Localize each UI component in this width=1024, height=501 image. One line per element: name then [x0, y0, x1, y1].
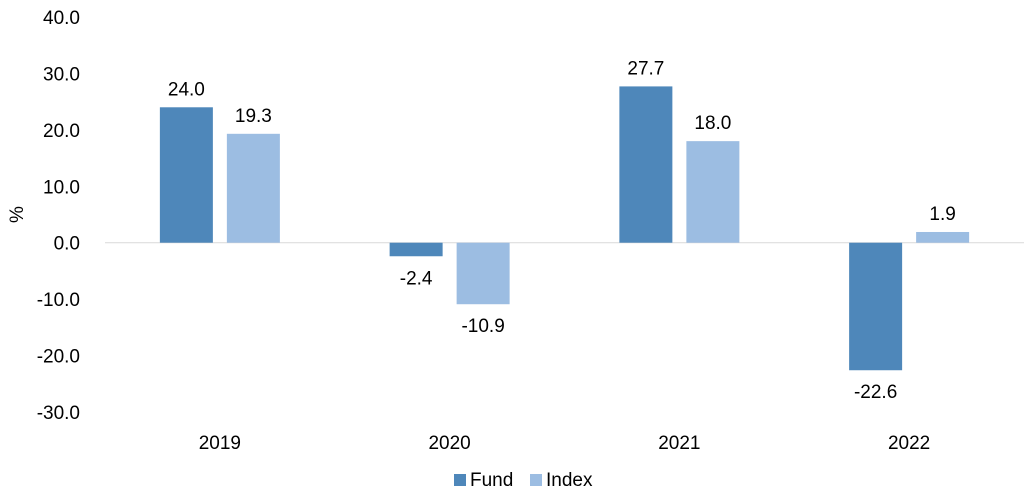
data-label-index-2021: 18.0 — [694, 113, 731, 134]
x-tick-label: 2022 — [888, 433, 930, 454]
bar-group — [159, 86, 970, 371]
data-label-fund-2021: 27.7 — [627, 58, 664, 79]
bar-index-2020 — [456, 242, 510, 305]
y-tick-label: 20.0 — [43, 121, 80, 142]
y-axis: 40.0 30.0 20.0 10.0 0.0 -10.0 -20.0 -30.0 — [37, 8, 80, 424]
data-labels: 24.0 19.3 -2.4 -10.9 27.7 18.0 -22.6 1.9 — [168, 58, 956, 403]
y-tick-label: 0.0 — [54, 234, 80, 255]
y-tick-label: 10.0 — [43, 177, 80, 198]
y-tick-label: 30.0 — [43, 64, 80, 85]
data-label-fund-2022: -22.6 — [854, 382, 897, 403]
legend-swatch-index — [530, 474, 542, 486]
legend-label-fund: Fund — [470, 470, 513, 491]
data-label-index-2019: 19.3 — [235, 106, 272, 127]
bar-fund-2022 — [849, 242, 903, 371]
legend-label-index: Index — [546, 470, 593, 491]
bar-index-2019 — [226, 133, 280, 243]
data-label-index-2022: 1.9 — [929, 204, 955, 225]
bar-fund-2021 — [619, 86, 673, 243]
y-tick-label: -10.0 — [37, 290, 80, 311]
x-tick-label: 2020 — [428, 433, 470, 454]
bar-fund-2019 — [159, 107, 213, 243]
legend: Fund Index — [454, 470, 593, 491]
y-axis-label: % — [7, 206, 28, 223]
bar-fund-2020 — [389, 242, 443, 257]
data-label-index-2020: -10.9 — [461, 316, 504, 337]
y-tick-label: -20.0 — [37, 347, 80, 368]
x-tick-label: 2019 — [199, 433, 241, 454]
bar-index-2022 — [916, 231, 970, 243]
y-tick-label: -30.0 — [37, 403, 80, 424]
legend-swatch-fund — [454, 474, 466, 486]
bar-index-2021 — [686, 141, 740, 243]
x-axis: 2019 2020 2021 2022 — [199, 433, 931, 454]
y-tick-label: 40.0 — [43, 8, 80, 29]
data-label-fund-2020: -2.4 — [400, 268, 433, 289]
x-tick-label: 2021 — [658, 433, 700, 454]
data-label-fund-2019: 24.0 — [168, 79, 205, 100]
